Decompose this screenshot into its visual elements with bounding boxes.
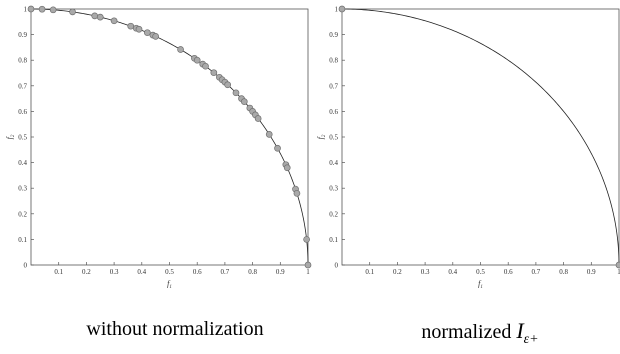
solution-point [49, 6, 57, 14]
solution-point [135, 25, 143, 33]
y-tick-label: 0.1 [18, 236, 27, 244]
solution-point [303, 236, 310, 243]
y-tick-label: 0.4 [329, 159, 338, 167]
y-tick-label: 0.6 [18, 108, 27, 116]
x-tick-label: 0.7 [532, 268, 541, 276]
solution-point [304, 261, 312, 269]
solution-point [265, 131, 273, 138]
x-tick-label: 0.8 [559, 268, 568, 276]
x-tick-label: 0.6 [193, 268, 202, 276]
y-axis-label: f2 [316, 134, 327, 139]
y-tick-label: 0.9 [329, 31, 338, 39]
solution-point [210, 69, 218, 77]
solution-point [254, 115, 262, 122]
x-tick-label: 0.1 [365, 268, 374, 276]
solution-point [615, 261, 620, 269]
x-tick-label: 0.9 [276, 268, 285, 276]
x-axis-label: f1 [478, 279, 483, 290]
solution-point [152, 33, 159, 40]
y-tick-label: 0.7 [329, 82, 338, 90]
plot-frame [341, 8, 620, 266]
solution-point [193, 56, 201, 64]
x-tick-label: 0.3 [421, 268, 430, 276]
solution-point [127, 22, 135, 30]
y-tick-label: 0.1 [329, 236, 338, 244]
chart-panel-2: 0.1 0.2 0.3 0.4 0.5 0.6 0.7 0.8 0.9 1 0 0.1 0.2 0.3 0.… [316, 5, 620, 290]
x-tick-label: 0.5 [165, 268, 174, 276]
solution-point [96, 13, 104, 21]
solution-point [283, 164, 291, 172]
solution-point [110, 17, 118, 25]
x-tick-label: 0.7 [221, 268, 230, 276]
y-tick-label: 0.5 [18, 134, 27, 142]
pareto-front-curve [30, 8, 309, 266]
y-tick-label: 0.6 [329, 108, 338, 116]
solution-point [274, 144, 281, 152]
x-tick-label: 0.3 [110, 268, 119, 276]
solution-point [91, 12, 99, 20]
y-tick-label: 0.9 [18, 31, 27, 39]
solution-point [232, 89, 240, 97]
y-tick-label: 0.5 [329, 134, 338, 142]
x-tick-label: 0.2 [393, 268, 402, 276]
y-tick-label: 0.3 [329, 185, 338, 193]
solution-point [143, 29, 151, 37]
y-tick-label: 0.8 [329, 57, 338, 65]
left-chart-caption: without normalization [86, 318, 264, 340]
solution-point [224, 81, 232, 89]
x-tick-label: 0.2 [82, 268, 91, 276]
x-tick-label: 0.4 [137, 268, 146, 276]
y-tick-label: 1 [24, 6, 28, 14]
y-tick-label: 0.7 [18, 82, 27, 90]
solution-point [338, 5, 346, 13]
solution-point [293, 189, 301, 197]
y-tick-label: 0.4 [18, 159, 27, 167]
y-tick-label: 0.2 [18, 210, 27, 218]
plot-frame [30, 8, 309, 266]
x-tick-label: 1 [306, 268, 310, 276]
x-axis-label: f1 [167, 279, 172, 290]
y-tick-label: 0.3 [18, 185, 27, 193]
y-axis-label: f2 [5, 134, 16, 139]
solution-point [177, 46, 184, 53]
x-tick-label: 0.1 [54, 268, 63, 276]
right-chart-caption: normalized Iε+ [421, 318, 539, 347]
solution-point [202, 62, 209, 70]
y-tick-label: 0.8 [18, 57, 27, 65]
x-tick-label: 1 [617, 268, 620, 276]
pareto-front-curve [341, 8, 620, 266]
x-tick-label: 0.4 [448, 268, 457, 276]
solution-point [27, 5, 35, 13]
x-tick-label: 0.8 [248, 268, 257, 276]
chart-panel-1: 0.1 0.2 0.3 0.4 0.5 0.6 0.7 0.8 0.9 1 0 0.1 0.2 0.3 0.… [5, 5, 312, 290]
y-tick-label: 0 [24, 262, 28, 270]
solution-point [69, 8, 76, 16]
x-tick-label: 0.6 [504, 268, 513, 276]
chart-canvas: 0.1 0.2 0.3 0.4 0.5 0.6 0.7 0.8 0.9 1 0 0.1 0.2 0.3 0.… [5, 5, 620, 290]
y-tick-label: 1 [335, 6, 339, 14]
x-tick-label: 0.9 [587, 268, 596, 276]
solution-point [38, 5, 46, 13]
y-tick-label: 0.2 [329, 210, 338, 218]
solution-point [240, 98, 248, 106]
x-tick-label: 0.5 [476, 268, 485, 276]
y-tick-label: 0 [335, 262, 339, 270]
